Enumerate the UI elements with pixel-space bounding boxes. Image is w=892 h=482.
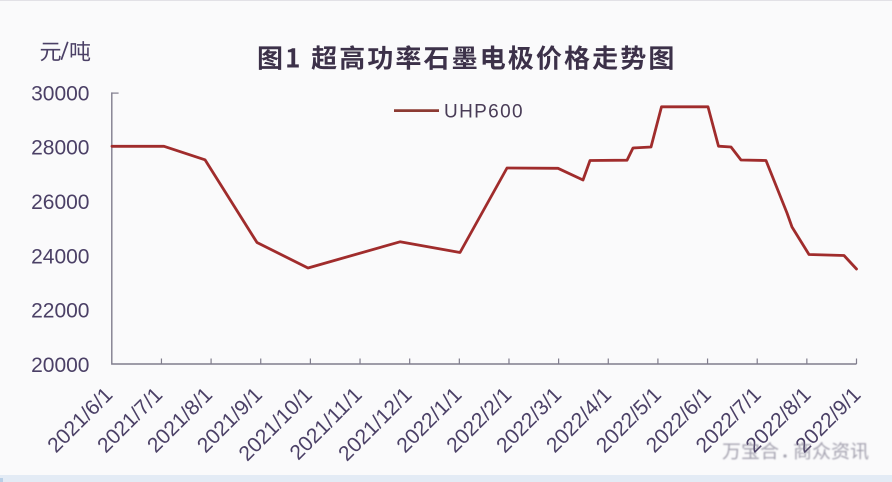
svg-text:22000: 22000 xyxy=(31,300,89,323)
svg-text:28000: 28000 xyxy=(31,137,89,160)
svg-text:UHP600: UHP600 xyxy=(444,102,524,123)
svg-text:26000: 26000 xyxy=(31,191,89,214)
svg-text:30000: 30000 xyxy=(31,82,89,105)
svg-text:20000: 20000 xyxy=(31,354,89,377)
svg-text:24000: 24000 xyxy=(31,245,89,268)
